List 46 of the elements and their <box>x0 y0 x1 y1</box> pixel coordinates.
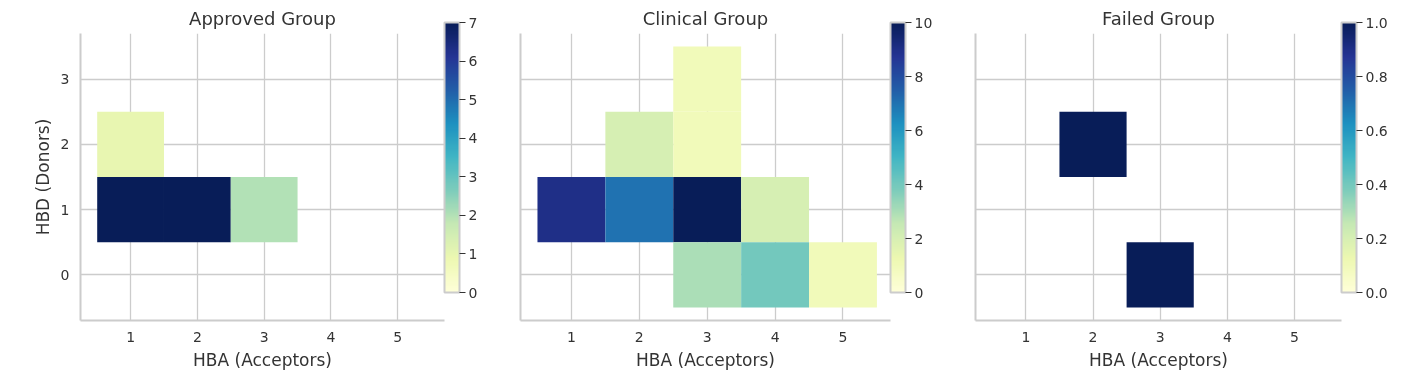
y-tick-label: 0 <box>60 266 70 283</box>
x-tick-label: 2 <box>1088 328 1098 345</box>
x-tick-label: 3 <box>259 328 269 345</box>
x-tick-label: 1 <box>126 328 136 345</box>
x-axis-title: HBA (Acceptors) <box>636 349 775 370</box>
x-tick-label: 2 <box>192 328 202 345</box>
y-tick-label: 1 <box>60 201 70 218</box>
x-tick-label: 1 <box>1021 328 1031 345</box>
color-bar-label: 1 <box>468 245 478 262</box>
color-bar-label: 4 <box>914 176 924 193</box>
color-bar-label: 6 <box>468 53 478 70</box>
x-tick-label: 1 <box>566 328 576 345</box>
x-tick-label: 4 <box>1222 328 1232 345</box>
color-bar-label: 0.8 <box>1365 68 1388 85</box>
y-tick-label: 2 <box>60 136 70 153</box>
color-bar-label: 1.0 <box>1365 14 1388 31</box>
color-bar-label: 3 <box>468 168 478 185</box>
x-tick-label: 5 <box>838 328 848 345</box>
color-bar-label: 0.2 <box>1365 230 1388 247</box>
color-bar-label: 0.6 <box>1365 122 1388 139</box>
chart-title: Approved Group <box>189 7 336 29</box>
x-tick-label: 3 <box>1155 328 1165 345</box>
x-tick-label: 4 <box>326 328 336 345</box>
color-bar-label: 7 <box>468 14 478 31</box>
chart-title: Failed Group <box>1102 7 1215 29</box>
color-bar-label: 0 <box>468 284 478 301</box>
color-bar-label: 5 <box>468 91 478 108</box>
color-bar-label: 8 <box>914 68 924 85</box>
y-tick-label: 3 <box>60 71 70 88</box>
x-tick-label: 4 <box>770 328 780 345</box>
color-bar-label: 2 <box>914 230 924 247</box>
x-tick-label: 5 <box>1290 328 1299 345</box>
x-axis-title: HBA (Acceptors) <box>193 349 332 370</box>
color-bar-label: 6 <box>914 122 924 139</box>
chart-title: Clinical Group <box>642 7 769 29</box>
x-tick-label: 3 <box>702 328 712 345</box>
x-tick-label: 5 <box>393 328 403 345</box>
color-bar-label: 4 <box>468 130 478 147</box>
color-bar-label: 0 <box>914 284 924 301</box>
x-tick-label: 2 <box>634 328 644 345</box>
color-bar-label: 2 <box>468 207 478 224</box>
color-bar-label: 0.4 <box>1365 176 1388 193</box>
y-axis-title: HBD (Donors) <box>32 118 53 236</box>
x-axis-title: HBA (Acceptors) <box>1089 349 1228 370</box>
color-bar-label: 10 <box>914 14 933 31</box>
color-bar-label: 0.0 <box>1365 284 1388 301</box>
